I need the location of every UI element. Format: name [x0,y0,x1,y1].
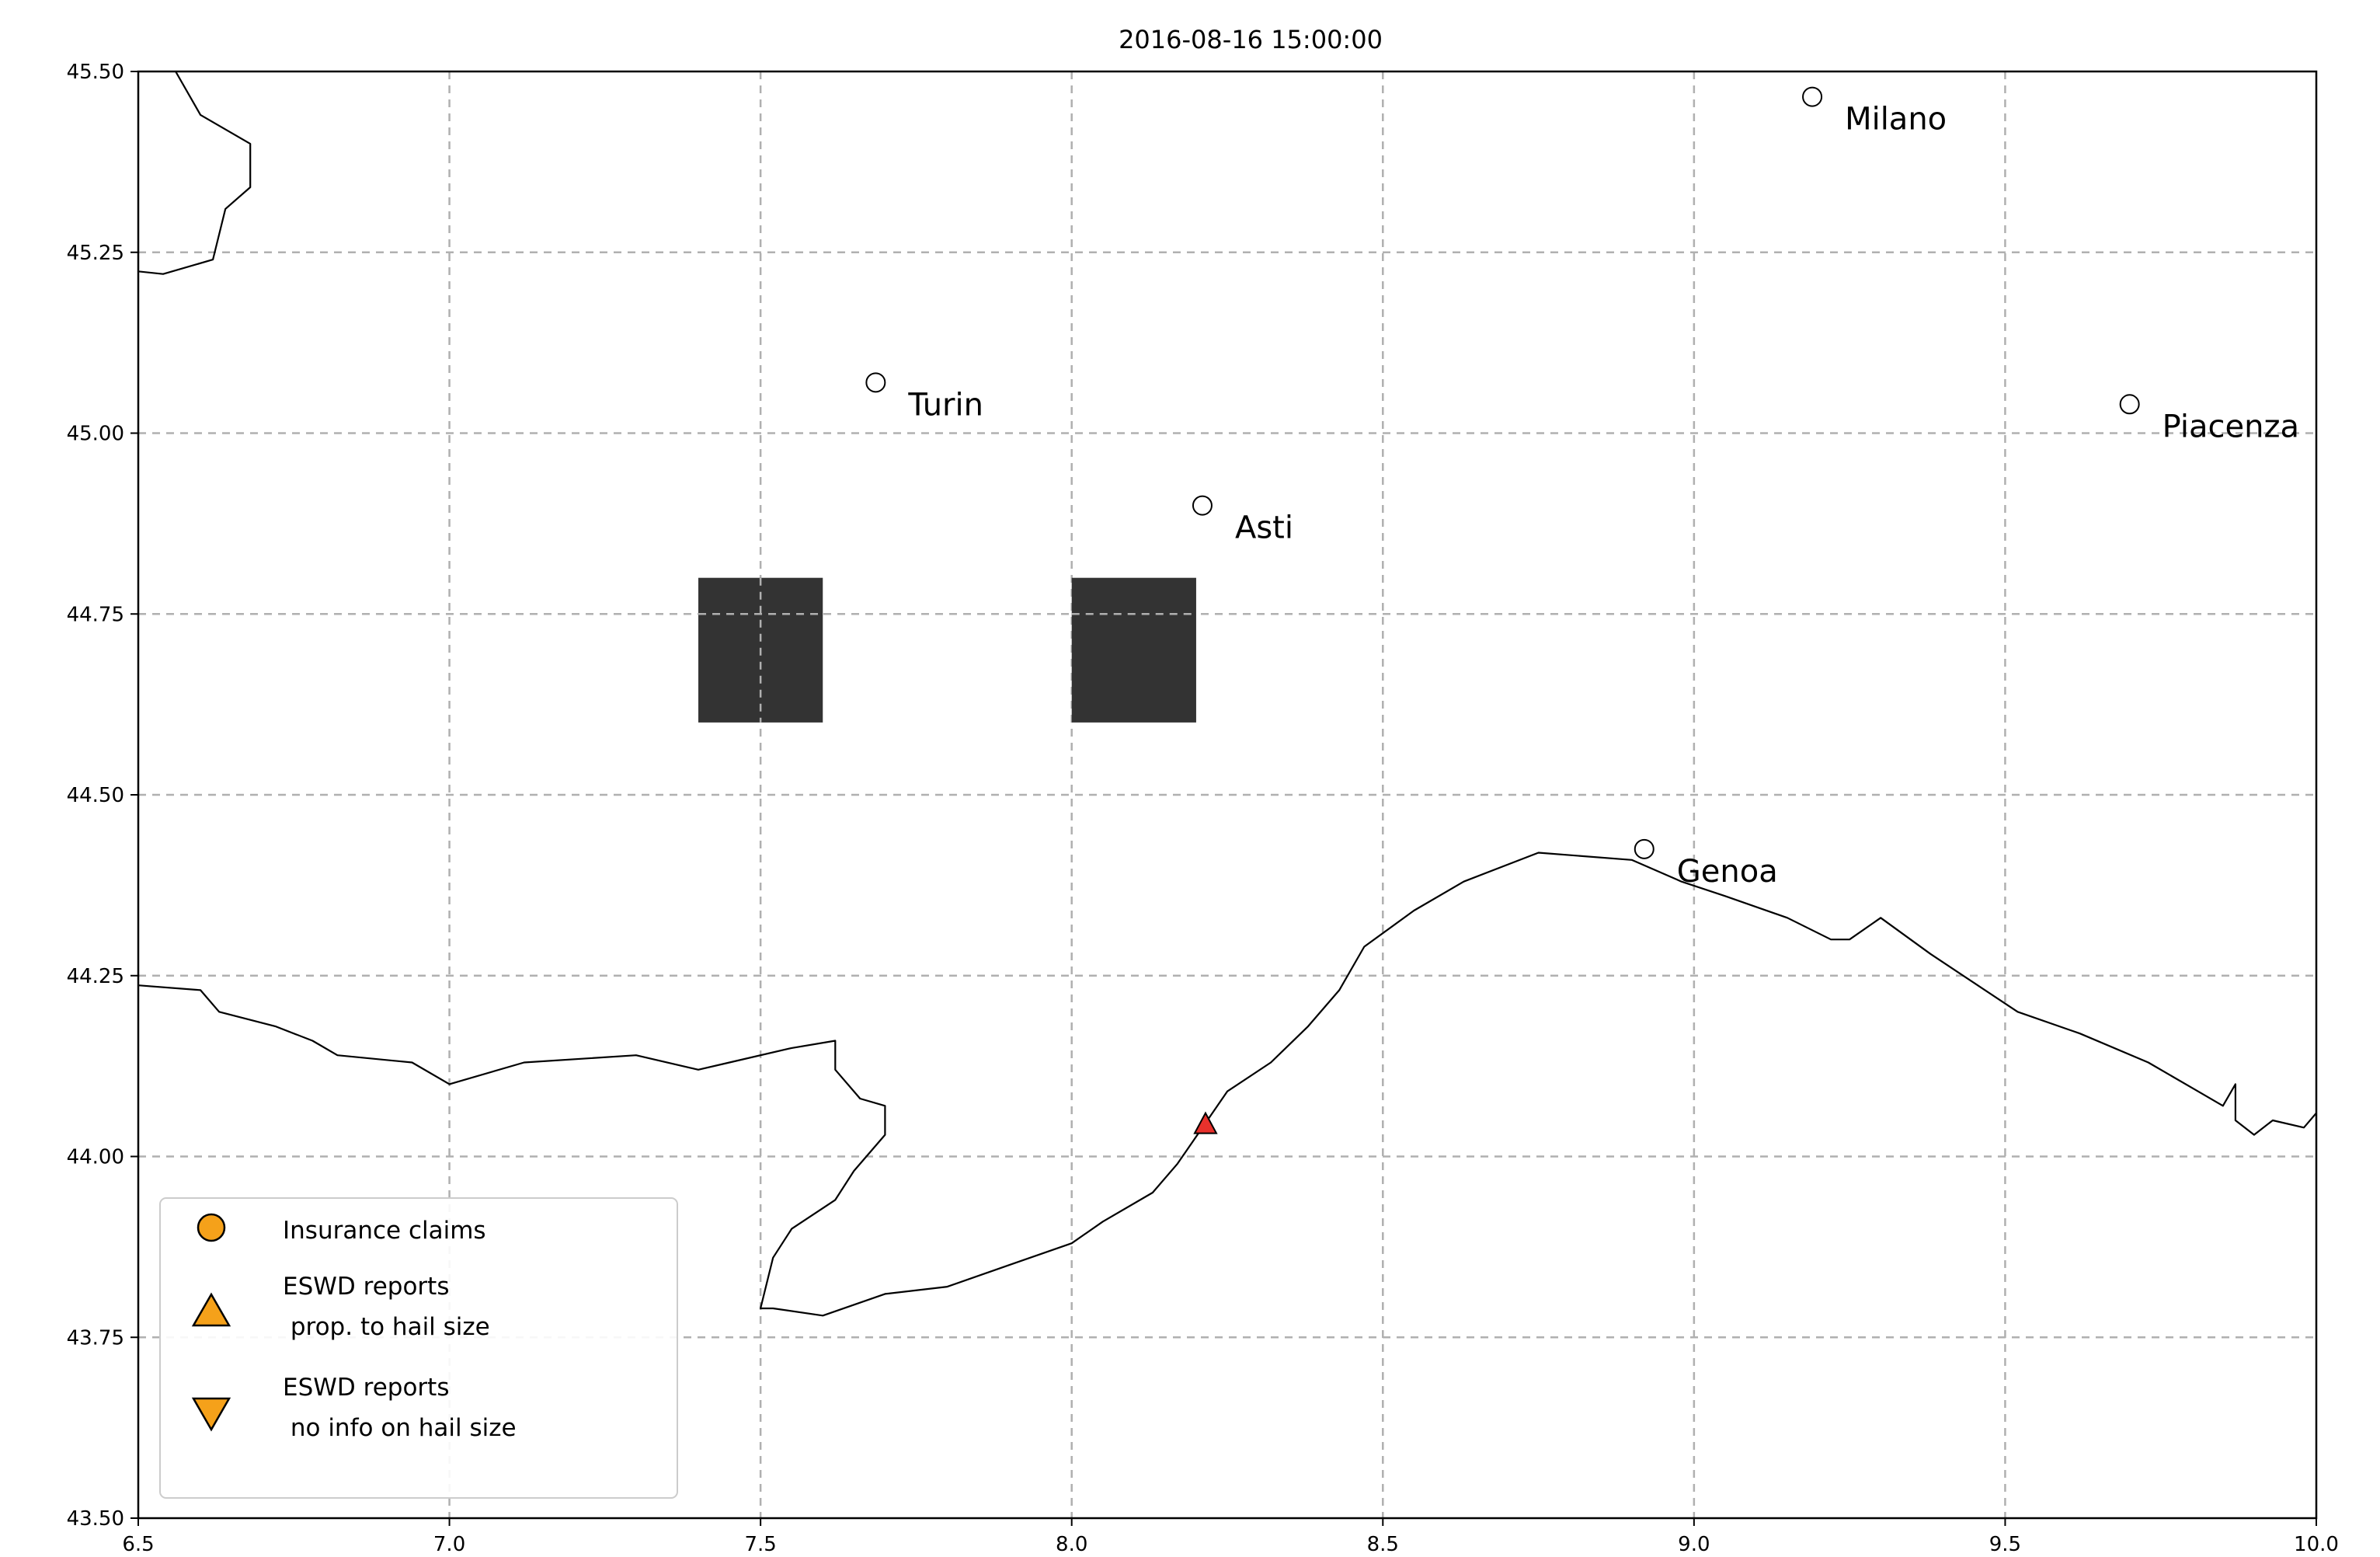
axis-ticks: 6.5 7.0 7.5 8.0 8.5 9.0 9.5 10.0 43.50 43.75 44.00… [67,61,2339,1556]
legend-entry: ESWD reports prop. to hail size [191,1273,490,1341]
y-tick-label: 45.50 [67,61,124,84]
y-tick-label: 45.00 [67,423,124,446]
coastline-line [138,71,2316,1317]
x-tick-label: 9.5 [1989,1533,2021,1556]
legend-label: Insurance claims [283,1217,486,1245]
city-milano: Milano [1802,86,1947,138]
city-turin: Turin [865,372,983,423]
x-tick-label: 7.0 [433,1533,465,1556]
legend-label: ESWD reports [283,1374,449,1402]
y-tick-label: 44.00 [67,1146,124,1169]
grid-lines [138,71,2316,1518]
y-tick-label: 44.25 [67,965,124,988]
city-label: Piacenza [2163,409,2299,444]
y-tick-label: 43.75 [67,1326,124,1350]
legend: Insurance claims ESWD reports prop. to ha… [159,1197,678,1499]
legend-label: prop. to hail size [283,1313,490,1341]
city-marker [865,372,886,393]
city-genoa: Genoa [1634,838,1778,890]
x-tick-label: 9.0 [1678,1533,1710,1556]
coastline-border [138,71,2316,1317]
city-label: Milano [1845,102,1947,138]
y-tick-label: 44.50 [67,784,124,807]
x-tick-label: 8.5 [1367,1533,1399,1556]
legend-label: no info on hail size [283,1414,517,1442]
city-label: Genoa [1677,854,1778,890]
x-tick-label: 6.5 [122,1533,154,1556]
hail-cells [698,577,1196,723]
city-marker [1802,86,1823,107]
legend-circle-marker [197,1213,226,1242]
y-tick-label: 45.25 [67,242,124,265]
hail-cell [1071,577,1196,723]
city-marker [1192,495,1213,516]
x-tick-label: 10.0 [2294,1533,2339,1556]
report-markers [1193,1111,1218,1134]
legend-box [159,1197,678,1499]
legend-label: ESWD reports [283,1273,449,1301]
legend-entry: ESWD reports no info on hail size [191,1374,517,1442]
y-tick-label: 44.75 [67,603,124,626]
legend-entry: Insurance claims [197,1213,486,1245]
city-markers: Milano Turin Piacenza Asti Genoa [865,86,2299,890]
x-tick-label: 7.5 [744,1533,776,1556]
city-marker [1634,838,1655,859]
city-label: Turin [907,387,983,423]
legend-triangle-down-marker [191,1397,231,1432]
x-tick-label: 8.0 [1056,1533,1087,1556]
city-label: Asti [1235,510,1293,546]
eswd-report-marker [1193,1111,1218,1134]
map-title: 2016-08-16 15:00:00 [1119,25,1383,54]
city-asti: Asti [1192,495,1293,546]
city-marker [2119,394,2140,415]
legend-triangle-up-marker [191,1292,231,1327]
y-tick-label: 43.50 [67,1507,124,1531]
city-piacenza: Piacenza [2119,394,2299,444]
